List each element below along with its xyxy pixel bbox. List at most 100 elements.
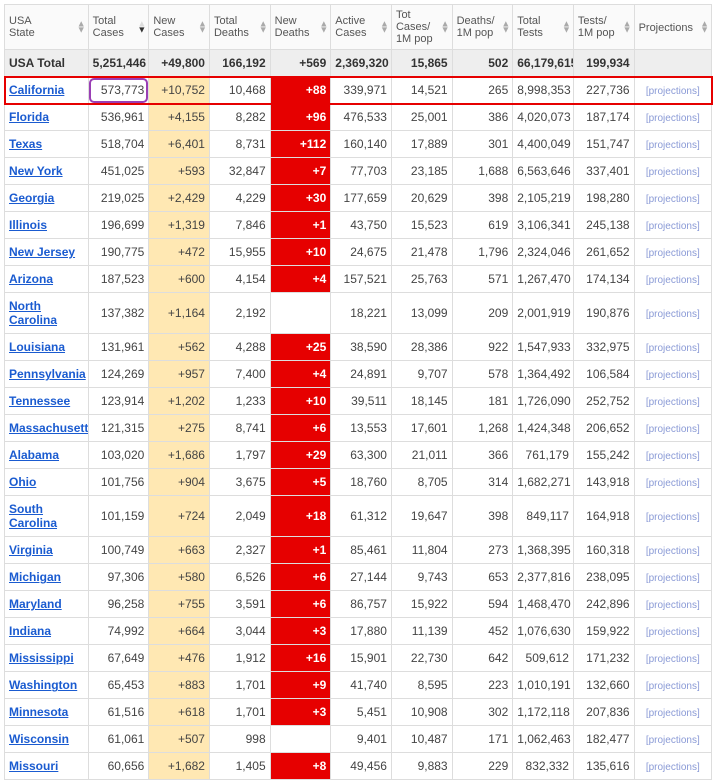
state-link[interactable]: North Carolina xyxy=(9,299,57,327)
col-header-cases_1m[interactable]: Tot Cases/1M pop xyxy=(391,5,452,50)
sort-icon[interactable] xyxy=(700,21,709,34)
cell-total_deaths: 8,282 xyxy=(209,104,270,131)
projections-link[interactable]: [projections] xyxy=(646,275,700,286)
state-link[interactable]: Alabama xyxy=(9,448,59,462)
col-header-new_cases[interactable]: NewCases xyxy=(149,5,210,50)
cell-active: 61,312 xyxy=(331,496,392,537)
cell-new_cases: +275 xyxy=(149,415,210,442)
projections-link[interactable]: [projections] xyxy=(646,309,700,320)
projections-link[interactable]: [projections] xyxy=(646,573,700,584)
table-row: Ohio101,756+9043,675+518,7608,7053141,68… xyxy=(5,469,712,496)
col-header-proj[interactable]: Projections xyxy=(634,5,711,50)
cell-active: 18,760 xyxy=(331,469,392,496)
cell-new_deaths: +30 xyxy=(270,185,331,212)
col-header-active[interactable]: ActiveCases xyxy=(331,5,392,50)
state-link[interactable]: New Jersey xyxy=(9,245,75,259)
sort-icon[interactable] xyxy=(562,21,571,34)
projections-link[interactable]: [projections] xyxy=(646,194,700,205)
cell-total_tests: 1,726,090 xyxy=(513,388,574,415)
cell-active: 27,144 xyxy=(331,564,392,591)
state-link[interactable]: Massachusetts xyxy=(9,421,88,435)
state-link[interactable]: Ohio xyxy=(9,475,36,489)
projections-link[interactable]: [projections] xyxy=(646,370,700,381)
cell-active: 13,553 xyxy=(331,415,392,442)
cell-deaths_1m: 1,796 xyxy=(452,239,513,266)
cell-deaths_1m: 209 xyxy=(452,293,513,334)
state-link[interactable]: Tennessee xyxy=(9,394,70,408)
sort-icon[interactable] xyxy=(319,21,328,34)
cell-total_deaths: 10,468 xyxy=(209,77,270,104)
projections-link[interactable]: [projections] xyxy=(646,708,700,719)
cell-total_tests: 2,377,816 xyxy=(513,564,574,591)
col-header-state[interactable]: USAState xyxy=(5,5,89,50)
projections-link[interactable]: [projections] xyxy=(646,221,700,232)
cell-total_tests: 1,062,463 xyxy=(513,726,574,753)
sort-icon[interactable] xyxy=(259,21,268,34)
state-link[interactable]: Maryland xyxy=(9,597,62,611)
table-row: Alabama103,020+1,6861,797+2963,30021,011… xyxy=(5,442,712,469)
sort-icon[interactable] xyxy=(441,21,450,34)
cell-new_deaths: +10 xyxy=(270,388,331,415)
state-link[interactable]: Louisiana xyxy=(9,340,65,354)
cell-total_cases: 536,961 xyxy=(88,104,149,131)
projections-link[interactable]: [projections] xyxy=(646,681,700,692)
col-header-new_deaths[interactable]: NewDeaths xyxy=(270,5,331,50)
projections-link[interactable]: [projections] xyxy=(646,86,700,97)
sort-icon[interactable] xyxy=(623,21,632,34)
sort-icon[interactable] xyxy=(501,21,510,34)
projections-link[interactable]: [projections] xyxy=(646,546,700,557)
projections-link[interactable]: [projections] xyxy=(646,248,700,259)
cell-total_tests: 1,368,395 xyxy=(513,537,574,564)
sort-icon[interactable] xyxy=(137,21,146,34)
projections-link[interactable]: [projections] xyxy=(646,113,700,124)
projections-link[interactable]: [projections] xyxy=(646,167,700,178)
projections-link[interactable]: [projections] xyxy=(646,762,700,773)
state-link[interactable]: Georgia xyxy=(9,191,54,205)
sort-icon[interactable] xyxy=(380,21,389,34)
col-header-deaths_1m[interactable]: Deaths/1M pop xyxy=(452,5,513,50)
projections-link[interactable]: [projections] xyxy=(646,451,700,462)
state-link[interactable]: Pennsylvania xyxy=(9,367,86,381)
projections-link[interactable]: [projections] xyxy=(646,478,700,489)
projections-link[interactable]: [projections] xyxy=(646,343,700,354)
sort-icon[interactable] xyxy=(77,21,86,34)
projections-link[interactable]: [projections] xyxy=(646,654,700,665)
state-link[interactable]: South Carolina xyxy=(9,502,57,530)
projections-link[interactable]: [projections] xyxy=(646,397,700,408)
state-link[interactable]: Minnesota xyxy=(9,705,68,719)
state-link[interactable]: New York xyxy=(9,164,63,178)
state-link[interactable]: Indiana xyxy=(9,624,51,638)
state-link[interactable]: Florida xyxy=(9,110,49,124)
state-link[interactable]: Missouri xyxy=(9,759,58,773)
projections-link[interactable]: [projections] xyxy=(646,627,700,638)
state-link[interactable]: California xyxy=(9,83,64,97)
col-header-total_cases[interactable]: TotalCases xyxy=(88,5,149,50)
cell-deaths_1m: 223 xyxy=(452,672,513,699)
cell-total_deaths: 2,327 xyxy=(209,537,270,564)
col-header-total_deaths[interactable]: TotalDeaths xyxy=(209,5,270,50)
state-link[interactable]: Wisconsin xyxy=(9,732,69,746)
projections-link[interactable]: [projections] xyxy=(646,512,700,523)
cell-state: Illinois xyxy=(5,212,89,239)
cell-new_deaths: +1 xyxy=(270,537,331,564)
cell-total_tests: 1,364,492 xyxy=(513,361,574,388)
state-link[interactable]: Mississippi xyxy=(9,651,74,665)
cell-total_tests: 832,332 xyxy=(513,753,574,780)
col-header-total_tests[interactable]: TotalTests xyxy=(513,5,574,50)
state-link[interactable]: Virginia xyxy=(9,543,53,557)
col-header-tests_1m[interactable]: Tests/1M pop xyxy=(573,5,634,50)
state-link[interactable]: Illinois xyxy=(9,218,47,232)
cell-tests_1m: 159,922 xyxy=(573,618,634,645)
state-link[interactable]: Michigan xyxy=(9,570,61,584)
cell-total_cases: 101,756 xyxy=(88,469,149,496)
cell-new_cases: +6,401 xyxy=(149,131,210,158)
projections-link[interactable]: [projections] xyxy=(646,735,700,746)
projections-link[interactable]: [projections] xyxy=(646,600,700,611)
projections-link[interactable]: [projections] xyxy=(646,140,700,151)
projections-link[interactable]: [projections] xyxy=(646,424,700,435)
state-link[interactable]: Washington xyxy=(9,678,77,692)
cell-active: 24,675 xyxy=(331,239,392,266)
state-link[interactable]: Texas xyxy=(9,137,42,151)
sort-icon[interactable] xyxy=(198,21,207,34)
state-link[interactable]: Arizona xyxy=(9,272,53,286)
